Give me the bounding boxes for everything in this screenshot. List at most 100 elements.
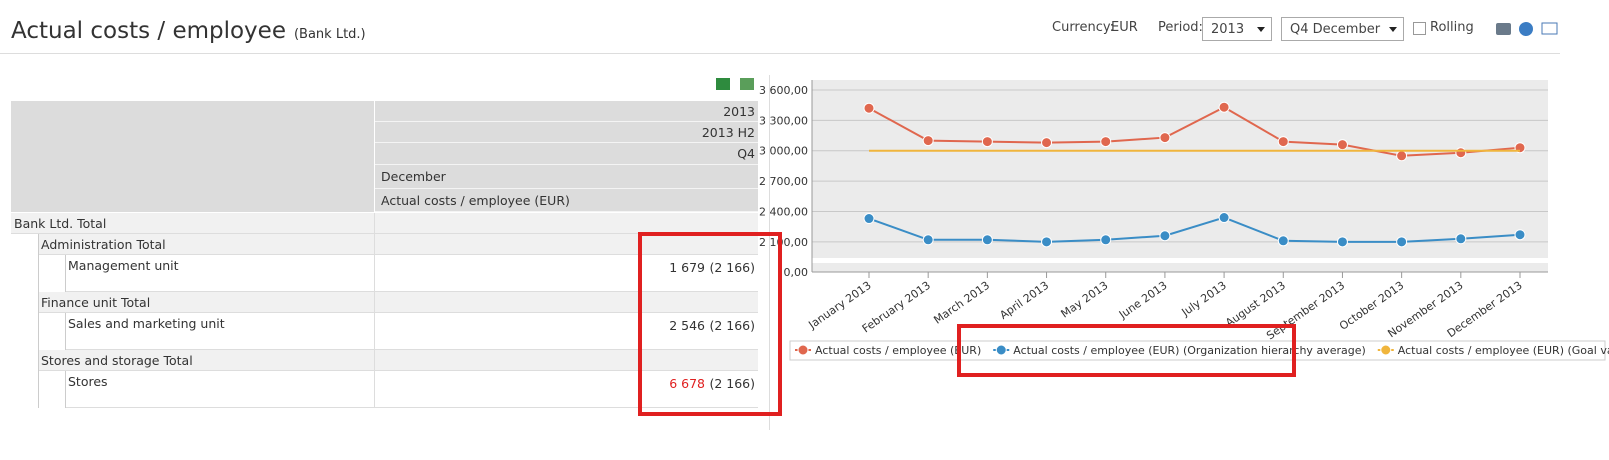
y-tick-label: 2 700,00: [759, 175, 808, 188]
row-reference: (2 166): [709, 260, 755, 275]
header-divider: [374, 101, 375, 212]
y-tick-label: 2 100,00: [759, 236, 808, 249]
legend-label: Actual costs / employee (EUR) (Organizat…: [1013, 344, 1366, 357]
row-value: 6 678: [669, 376, 705, 391]
row-reference: (2 166): [709, 376, 755, 391]
row-label: Management unit: [68, 258, 179, 273]
table-row: [11, 213, 758, 234]
rolling-checkbox[interactable]: [1413, 22, 1426, 35]
y-tick-label: 2 400,00: [759, 205, 808, 218]
x-tick-label: May 2013: [1059, 279, 1111, 321]
x-tick-label: July 2013: [1179, 279, 1229, 320]
data-point: [863, 102, 875, 114]
table-row: [65, 371, 758, 408]
data-point: [1041, 137, 1053, 149]
y-tick-label: 3 600,00: [759, 84, 808, 97]
tree-line: [38, 313, 39, 350]
panel-divider: [769, 75, 770, 430]
data-point: [1336, 236, 1348, 248]
data-point: [1100, 136, 1112, 148]
currency-label: Currency:: [1052, 20, 1115, 35]
data-point: [981, 234, 993, 246]
print-icon[interactable]: [1496, 23, 1511, 35]
data-point: [1455, 147, 1467, 159]
data-point: [1218, 212, 1230, 224]
column-divider: [374, 255, 375, 292]
column-divider: [374, 234, 375, 255]
x-tick-label: March 2013: [931, 279, 992, 327]
plot-area: [812, 80, 1548, 272]
tree-line: [65, 371, 66, 408]
month-select[interactable]: Q4 December: [1281, 17, 1404, 41]
column-header: 2013: [375, 101, 758, 122]
row-label: Stores: [68, 374, 108, 389]
data-point: [1336, 139, 1348, 151]
rolling-label: Rolling: [1430, 20, 1474, 35]
header-divider: [0, 53, 1560, 54]
column-header: Actual costs / employee (EUR): [375, 189, 758, 212]
data-point: [1159, 132, 1171, 144]
tree-line: [38, 255, 39, 292]
title-row: Actual costs / employee (Bank Ltd.): [11, 18, 366, 44]
page-title: Actual costs / employee: [11, 18, 286, 44]
data-point: [1159, 230, 1171, 242]
data-point: [1277, 136, 1289, 148]
tree-line: [38, 234, 39, 255]
legend-marker: [797, 344, 809, 356]
highlight-box: [638, 232, 782, 416]
row-label: Stores and storage Total: [41, 353, 193, 368]
currency-value: EUR: [1111, 20, 1138, 35]
row-reference: (2 166): [709, 318, 755, 333]
row-label: Sales and marketing unit: [68, 316, 225, 331]
row-value: 2 546: [669, 318, 705, 333]
page-subtitle: (Bank Ltd.): [293, 27, 366, 42]
period-label: Period:: [1158, 20, 1203, 35]
excel-icon[interactable]: [740, 78, 754, 90]
tree-line: [38, 350, 39, 371]
table-row: [65, 255, 758, 292]
column-divider: [374, 371, 375, 408]
series-line: [868, 106, 1521, 157]
y-tick-label: 0,00: [784, 266, 809, 279]
data-point: [1396, 150, 1408, 162]
table-row: [65, 313, 758, 350]
toolbar-icons: [716, 22, 1558, 90]
data-point: [1514, 229, 1526, 241]
legend-label: Actual costs / employee (EUR): [815, 344, 981, 357]
legend-box: [789, 340, 1606, 361]
data-point: [981, 136, 993, 148]
table-row: [38, 292, 758, 313]
series-line: [868, 216, 1521, 243]
data-point: [1100, 234, 1112, 246]
legend-marker: [995, 344, 1007, 356]
legend-label: Actual costs / employee (EUR) (Goal valu…: [1398, 344, 1609, 357]
help-icon[interactable]: [1519, 22, 1533, 36]
column-header: 2013 H2: [375, 122, 758, 143]
data-point: [922, 135, 934, 147]
excel-icon[interactable]: [716, 78, 730, 90]
row-label: Administration Total: [41, 237, 166, 252]
column-divider: [374, 213, 375, 234]
column-divider: [374, 313, 375, 350]
data-point: [1455, 233, 1467, 245]
header-block: [11, 101, 758, 212]
tree-line: [38, 371, 39, 408]
column-header: Q4: [375, 143, 758, 165]
table-row: [38, 234, 758, 255]
mail-icon[interactable]: [1541, 22, 1558, 35]
column-header: December: [375, 165, 758, 189]
year-select[interactable]: 2013: [1202, 17, 1272, 41]
table-row: [38, 350, 758, 371]
data-point: [1396, 236, 1408, 248]
data-point: [863, 213, 875, 225]
tree-line: [65, 313, 66, 350]
x-tick-label: June 2013: [1116, 279, 1170, 322]
column-divider: [374, 292, 375, 313]
axis-break-band: [812, 258, 1548, 263]
y-tick-label: 3 300,00: [759, 114, 808, 127]
data-point: [1041, 236, 1053, 248]
data-point: [922, 234, 934, 246]
tree-line: [65, 255, 66, 292]
